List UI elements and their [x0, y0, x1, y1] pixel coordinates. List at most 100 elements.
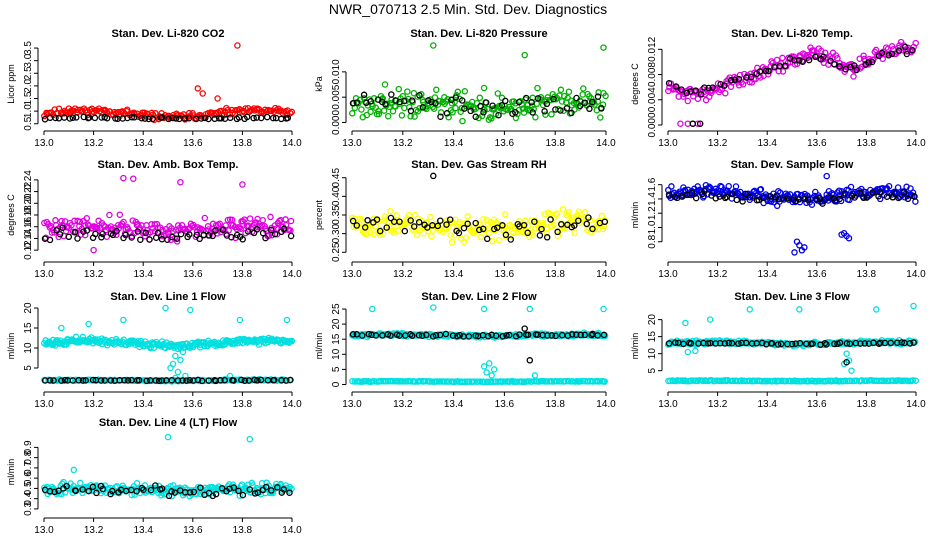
data-point-all — [116, 211, 124, 218]
x-tick-label: 13.8 — [233, 138, 253, 149]
data-point-selected — [383, 224, 390, 231]
data-point-main — [531, 372, 539, 379]
data-point-selected — [365, 330, 373, 338]
data-point-selected — [728, 190, 736, 198]
data-point-selected — [516, 331, 523, 338]
x-tick-label: 13.2 — [84, 399, 104, 410]
data-point-selected — [853, 66, 860, 74]
data-point-selected — [262, 234, 269, 242]
data-point-selected — [212, 227, 219, 234]
data-point-all — [772, 62, 779, 69]
data-point-all — [114, 222, 122, 229]
data-point-selected — [836, 63, 843, 70]
data-point-all — [488, 237, 496, 245]
data-point-selected — [725, 339, 733, 347]
data-point-all — [404, 88, 411, 95]
data-point-all — [433, 86, 440, 94]
x-tick-label: 13.2 — [708, 138, 728, 149]
data-point-selected — [165, 115, 172, 123]
y-tick-label: 0.40 — [331, 186, 342, 206]
data-point-selected — [46, 377, 54, 384]
data-point-selected — [742, 190, 749, 198]
data-point-main — [684, 348, 692, 356]
data-point-all — [405, 211, 413, 219]
data-point-all — [410, 89, 418, 97]
data-point-selected — [727, 77, 735, 84]
data-point-selected — [543, 234, 551, 241]
x-tick-label: 13.0 — [658, 138, 678, 149]
y-tick-label: 0.12 — [23, 240, 34, 260]
data-point-all — [159, 226, 166, 234]
data-point-low — [470, 378, 478, 385]
data-point-all — [894, 184, 902, 191]
x-tick-label: 13.8 — [233, 269, 253, 280]
data-point-all — [548, 111, 555, 118]
data-point-low — [562, 377, 569, 385]
data-point-all — [414, 108, 422, 115]
x-tick-label: 13.6 — [807, 269, 827, 280]
data-point-selected — [780, 196, 788, 203]
data-point-selected — [495, 111, 502, 119]
y-axis-label: Licor ppm — [6, 64, 16, 104]
data-point-selected — [92, 230, 99, 238]
data-point-low — [881, 377, 888, 385]
data-point-main — [177, 344, 184, 352]
y-tick-label: 0.16 — [23, 217, 34, 237]
data-point-all — [204, 223, 212, 230]
data-point-selected — [762, 67, 770, 75]
data-point-selected — [683, 89, 691, 97]
data-point-all — [533, 100, 541, 108]
data-point-selected — [401, 97, 408, 105]
data-point-all — [519, 105, 527, 112]
data-point-selected — [55, 115, 63, 122]
data-point-selected — [505, 331, 513, 339]
data-point-all — [558, 98, 566, 105]
data-point-selected — [432, 332, 440, 339]
data-point-selected — [547, 216, 554, 223]
data-point-all — [452, 104, 459, 112]
data-point-all — [454, 224, 461, 231]
data-point-all — [597, 114, 604, 121]
data-point-all — [478, 112, 486, 120]
data-point-selected — [563, 105, 571, 112]
data-point-selected — [672, 339, 679, 346]
x-tick-label: 13.6 — [495, 138, 515, 149]
data-point-selected — [372, 332, 380, 339]
data-point-main — [796, 306, 803, 313]
data-point-all — [534, 84, 541, 92]
y-axis: 0 5 10 15 20 25 ml/min — [314, 303, 347, 387]
data-point-selected — [819, 200, 826, 207]
y-tick-label: 0.9 — [23, 440, 34, 454]
data-point-selected — [56, 231, 64, 238]
data-point-selected — [701, 84, 708, 91]
data-point-all — [239, 217, 247, 225]
data-point-selected — [186, 489, 194, 496]
data-point-selected — [109, 487, 116, 495]
data-point-selected — [155, 377, 163, 385]
x-tick-label: 13.4 — [444, 138, 464, 149]
data-point-all — [102, 107, 109, 114]
data-point-selected — [257, 114, 265, 122]
data-point-selected — [152, 377, 159, 384]
data-point-selected — [349, 331, 357, 338]
data-point-low — [577, 378, 584, 385]
data-point-low — [466, 378, 473, 385]
data-point-selected — [843, 358, 850, 366]
data-point-selected — [50, 377, 57, 384]
data-point-selected — [524, 229, 531, 237]
y-axis: 0.81.01.21.41.6 ml/min — [630, 177, 663, 249]
data-point-selected — [594, 332, 601, 339]
data-point-selected — [239, 491, 247, 499]
data-point-selected — [113, 227, 120, 235]
data-point-main — [369, 305, 376, 313]
x-axis: 13.0 13.2 13.4 13.6 13.8 14.0 — [658, 130, 926, 149]
data-point-all — [495, 236, 503, 244]
data-point-selected — [575, 217, 582, 224]
y-tick-label: 0.5 — [23, 481, 34, 495]
data-point-low — [912, 377, 920, 384]
data-point-selected — [600, 331, 608, 339]
data-point-selected — [269, 114, 277, 122]
data-point-all — [234, 42, 241, 49]
data-point-low — [909, 377, 917, 384]
data-point-all — [847, 183, 855, 191]
